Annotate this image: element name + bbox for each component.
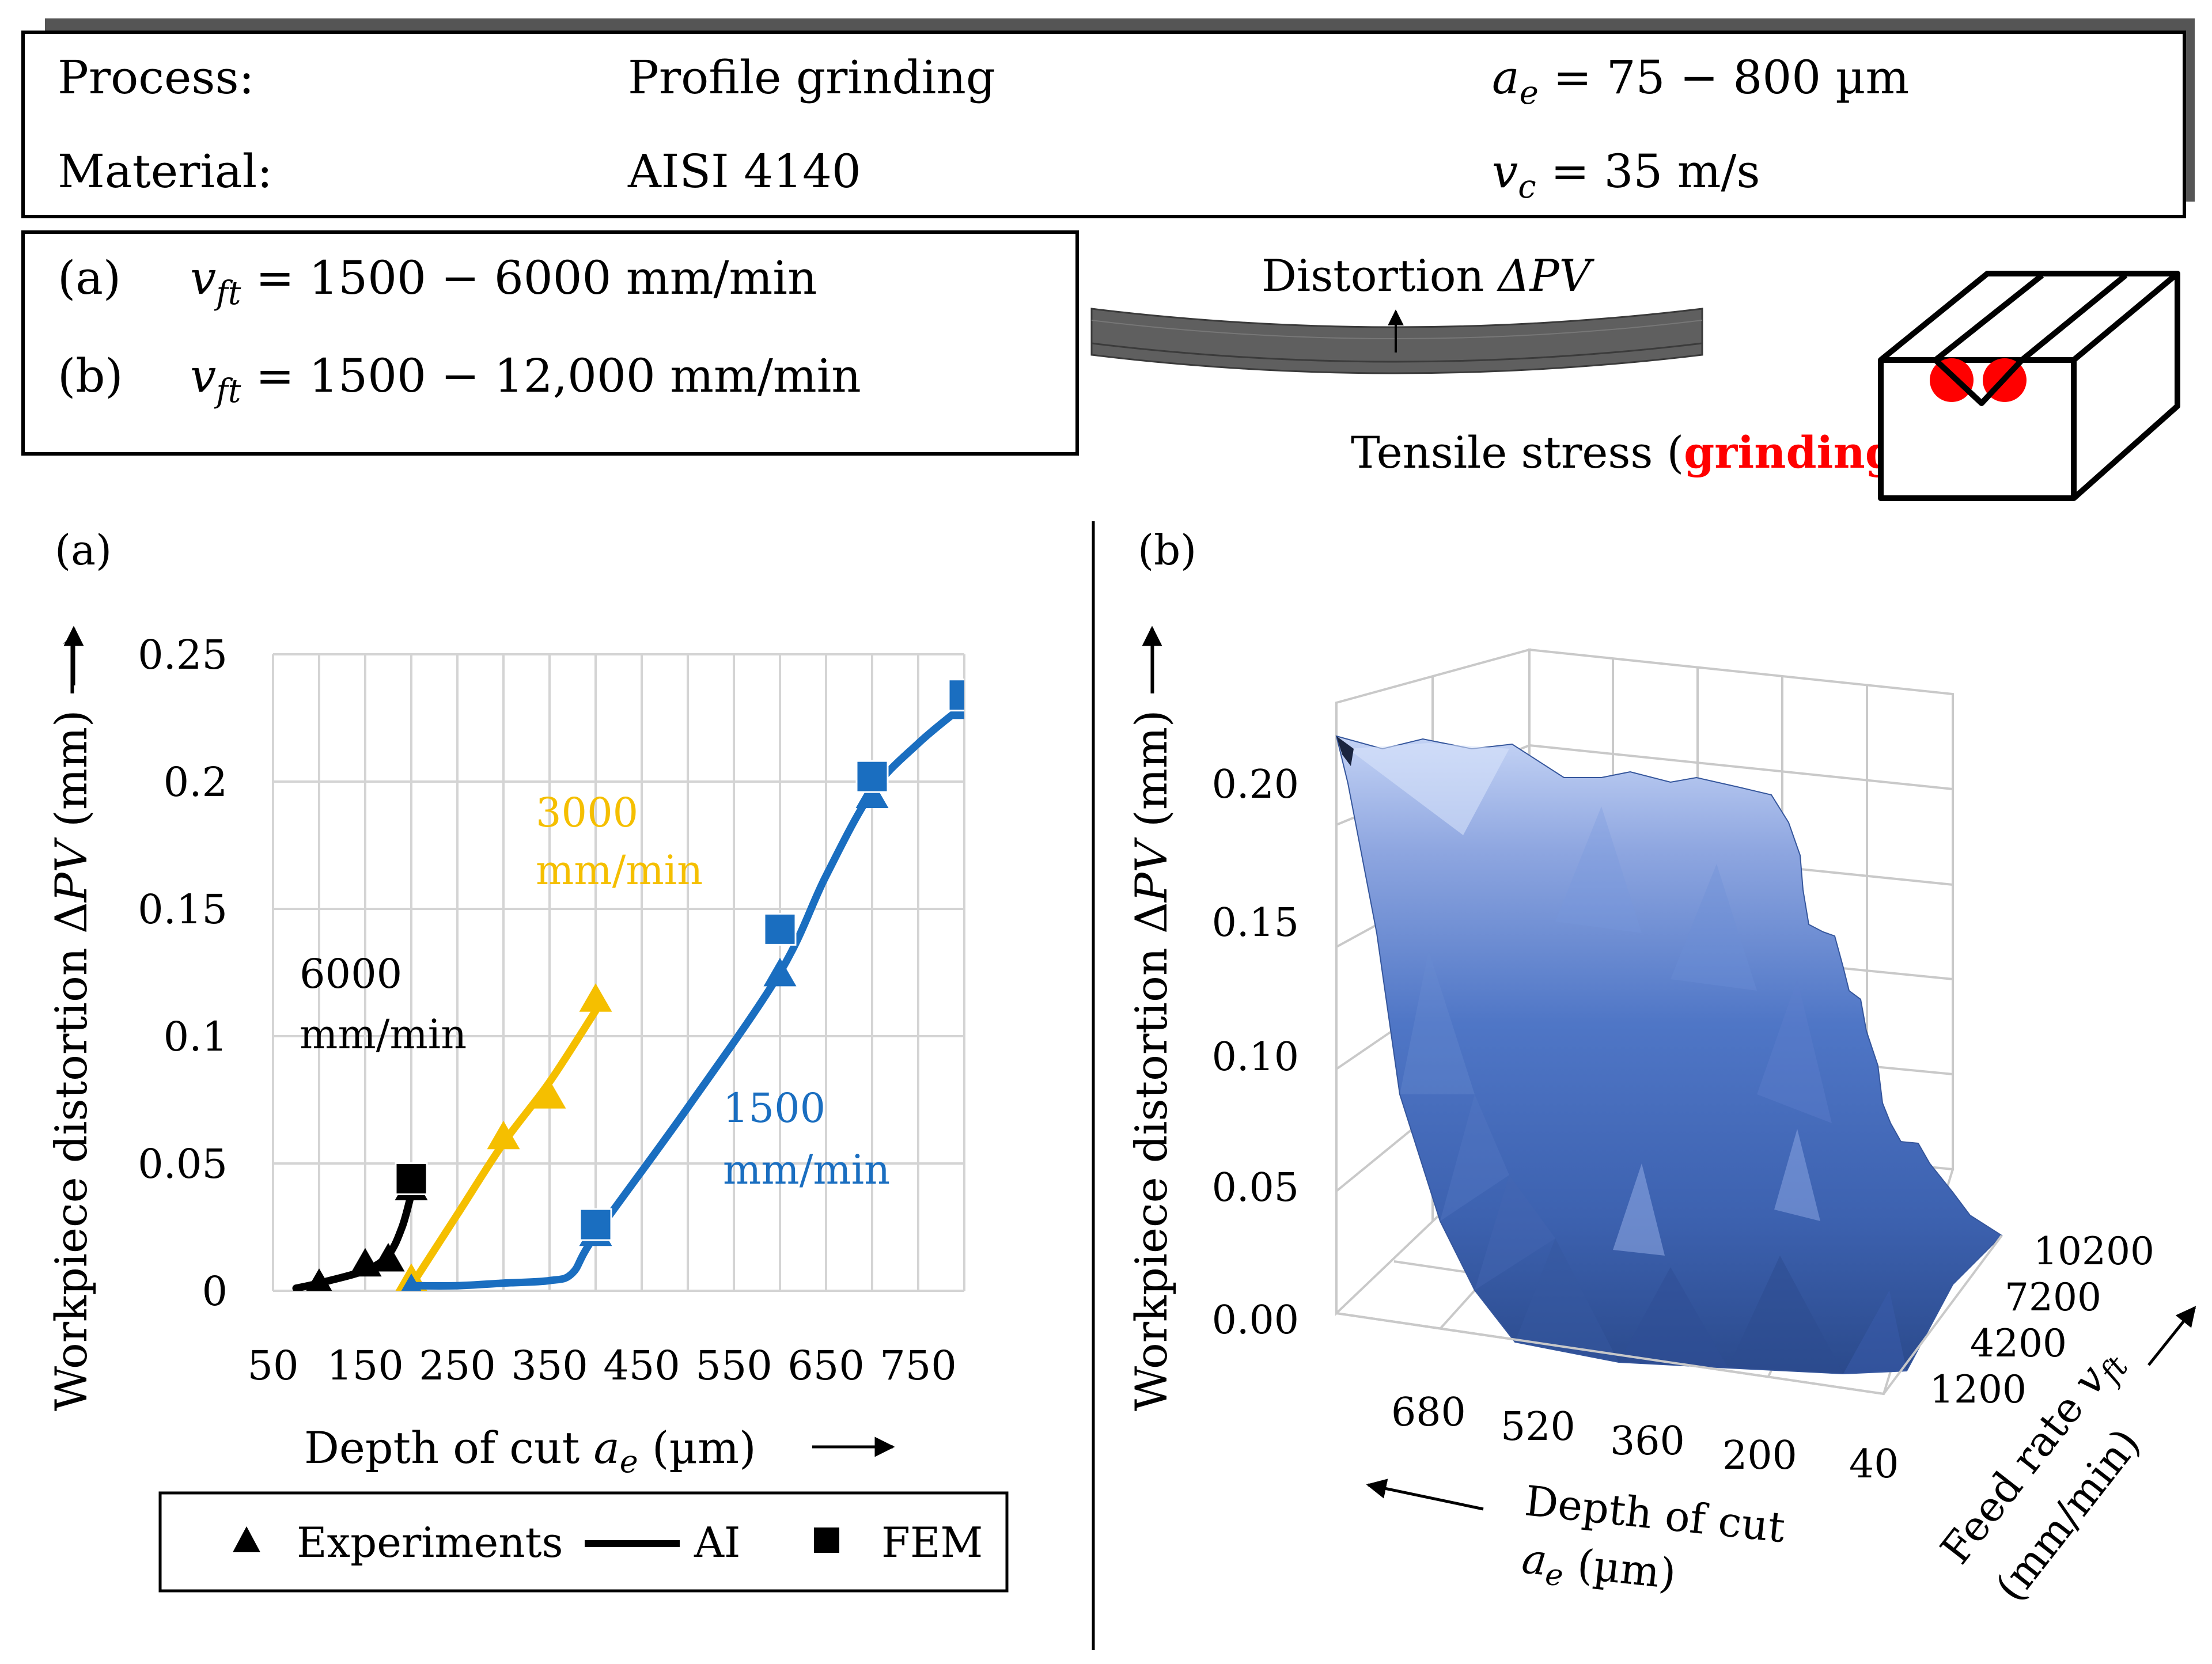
x-tick-label: 50	[247, 1342, 298, 1389]
panel-b-ylabel: Workpiece distortion ΔPV (mm) ⟶	[1126, 633, 1177, 1411]
distortion-label: Distortion ΔPV	[1262, 250, 1595, 301]
z-tick-1: 0.15	[1212, 900, 1299, 946]
feed-tick-10200: 10200	[2033, 1229, 2154, 1273]
panel-b-tag: (b)	[1138, 526, 1196, 574]
distortion-surface	[1335, 735, 2003, 1375]
process-label: Process:	[58, 51, 254, 104]
ae-range: ae = 75 − 800 µm	[1492, 51, 1909, 112]
panel-a-tag: (a)	[55, 526, 112, 574]
legend-square-marker	[814, 1527, 839, 1553]
fem-marker-1500	[855, 760, 889, 793]
experiment-marker-1500	[763, 957, 797, 987]
panel-a-xlabel: Depth of cut ae (µm)	[304, 1422, 756, 1480]
legend-triangle-marker	[233, 1526, 260, 1552]
z-tick-4: 0.00	[1212, 1298, 1299, 1343]
experiment-marker-6000	[306, 1268, 332, 1291]
y-tick-label: 0.05	[138, 1140, 228, 1188]
workpiece-sketch	[1878, 271, 2180, 501]
legend-ai: AI	[694, 1518, 740, 1567]
process-box: Process: Profile grinding ae = 75 − 800 …	[21, 18, 2195, 218]
y-tick-label: 0.1	[164, 1013, 228, 1060]
legend-experiments: Experiments	[297, 1518, 563, 1567]
feed-a-tag: (a)	[58, 251, 121, 305]
depth-tick-520: 520	[1501, 1404, 1575, 1450]
experiment-marker-1500	[401, 1273, 422, 1291]
annotation-1500-unit: mm/min	[723, 1146, 890, 1193]
z-tick-2: 0.10	[1212, 1034, 1299, 1080]
fem-marker-6000	[395, 1162, 428, 1196]
feed-a-value: vft = 1500 − 6000 mm/min	[190, 251, 817, 312]
feed-axis-arrow	[2147, 1306, 2196, 1366]
panel-a-ylabel: Workpiece distortion ΔPV (mm) ⟶	[46, 633, 97, 1411]
depth-axis-label: Depth of cut	[1522, 1476, 1787, 1552]
x-tick-label: 350	[511, 1342, 588, 1389]
experiment-marker-3000	[579, 983, 612, 1012]
fem-marker-1500	[579, 1208, 612, 1241]
annotation-1500: 1500	[723, 1085, 825, 1132]
annotation-6000: 6000	[300, 950, 402, 998]
experiment-marker-1500	[855, 779, 889, 809]
experiment-marker-3000	[487, 1120, 520, 1150]
depth-axis-arrow	[1366, 1479, 1484, 1511]
depth-tick-40: 40	[1849, 1442, 1899, 1487]
feed-b-value: vft = 1500 − 12,000 mm/min	[190, 349, 861, 410]
z-tick-3: 0.05	[1212, 1165, 1299, 1211]
legend: Experiments AI FEM	[158, 1491, 1009, 1593]
experiment-marker-3000	[533, 1080, 566, 1109]
panel-a-series	[292, 679, 964, 1291]
surface-front-axes	[1336, 1234, 2003, 1396]
z-tick-0: 0.20	[1212, 762, 1299, 808]
feed-tick-1200: 1200	[1930, 1367, 2027, 1412]
x-tick-label: 150	[327, 1342, 404, 1389]
annotation-3000: 3000	[536, 789, 638, 836]
x-tick-label: 750	[880, 1342, 957, 1389]
legend-fem: FEM	[881, 1518, 983, 1567]
distortion-schematic: Distortion ΔPV Tensile stress (grinding)	[1090, 250, 1913, 478]
x-tick-label: 250	[419, 1342, 496, 1389]
annotation-6000-unit: mm/min	[300, 1011, 467, 1058]
feed-b-tag: (b)	[58, 349, 123, 403]
fem-marker-1500	[948, 679, 964, 712]
feed-box: (a) vft = 1500 − 6000 mm/min (b) vft = 1…	[21, 230, 1079, 456]
panel-b: (b) Workpiece distortion ΔPV (mm) ⟶	[1126, 526, 2196, 1610]
depth-axis-unit: ae (µm)	[1519, 1534, 1678, 1605]
panel-a-y-ticks: 0 0.05 0.1 0.15 0.2 0.25	[138, 631, 228, 1315]
panel-a-x-ticks: 50 150 250 350 450 550 650 750	[247, 1342, 956, 1389]
panel-a: (a) Workpiece distortion ΔPV (mm) ⟶ 0 0.0…	[46, 526, 1009, 1593]
y-tick-label: 0.15	[138, 886, 228, 933]
panel-a-grid	[272, 653, 965, 1292]
depth-tick-200: 200	[1722, 1433, 1797, 1479]
tensile-stress-label: Tensile stress (grinding)	[1351, 427, 1913, 478]
fem-marker-1500	[763, 912, 797, 946]
material-value: AISI 4140	[627, 145, 861, 198]
depth-tick-680: 680	[1391, 1390, 1466, 1435]
stress-zone	[1930, 358, 1974, 402]
y-tick-label: 0.25	[138, 631, 228, 679]
depth-tick-360: 360	[1610, 1419, 1685, 1464]
experiment-marker-6000	[372, 1242, 405, 1272]
x-tick-label: 450	[603, 1342, 680, 1389]
panel-a-plot-area	[273, 654, 964, 1291]
feed-tick-7200: 7200	[2005, 1275, 2101, 1320]
x-tick-label: 650	[787, 1342, 865, 1389]
y-tick-label: 0	[202, 1268, 228, 1315]
x-tick-label: 550	[695, 1342, 772, 1389]
vc-value: vc = 35 m/s	[1492, 145, 1760, 206]
annotation-3000-unit: mm/min	[536, 847, 703, 894]
y-tick-label: 0.2	[164, 759, 228, 806]
process-value: Profile grinding	[628, 51, 995, 104]
material-label: Material:	[58, 145, 272, 198]
feed-tick-4200: 4200	[1970, 1321, 2067, 1366]
